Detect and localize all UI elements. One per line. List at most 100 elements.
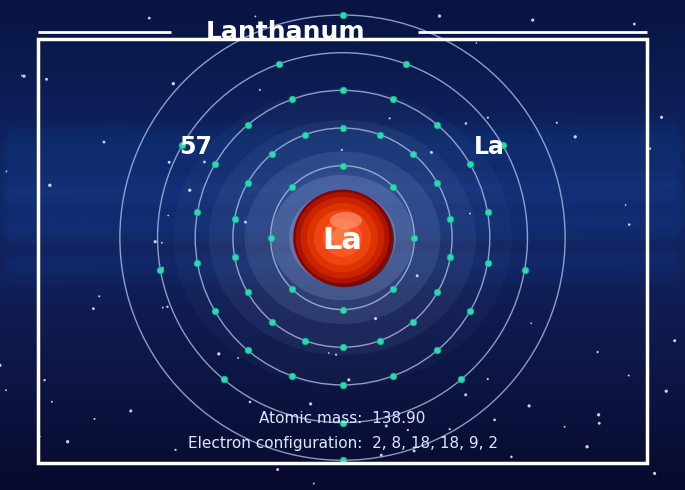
Bar — [0, 54, 685, 59]
Point — [286, 183, 297, 191]
Bar — [0, 348, 685, 353]
Point — [89, 415, 100, 423]
Point — [229, 253, 240, 261]
Bar — [0, 167, 685, 172]
Bar — [0, 152, 685, 157]
Point — [444, 425, 455, 433]
Point — [582, 443, 593, 451]
Bar — [0, 314, 685, 318]
FancyArrowPatch shape — [16, 174, 669, 179]
Point — [240, 218, 251, 226]
Point — [217, 375, 228, 383]
Bar — [0, 44, 685, 49]
Text: 57: 57 — [179, 135, 212, 159]
Point — [506, 453, 517, 461]
Ellipse shape — [293, 190, 392, 286]
Bar — [0, 250, 685, 255]
Bar — [0, 24, 685, 29]
Bar — [0, 201, 685, 206]
Point — [39, 376, 50, 384]
Point — [432, 289, 443, 296]
Bar — [0, 235, 685, 240]
Point — [254, 86, 265, 94]
Point — [242, 289, 253, 296]
Point — [381, 422, 392, 430]
FancyArrowPatch shape — [16, 163, 669, 168]
Bar — [0, 181, 685, 186]
Bar — [0, 372, 685, 377]
Bar — [38, 39, 647, 463]
Point — [272, 466, 283, 473]
Bar — [0, 0, 685, 5]
Point — [645, 145, 656, 152]
Text: La: La — [323, 225, 362, 255]
Point — [305, 400, 316, 408]
Bar — [0, 368, 685, 372]
Bar — [0, 122, 685, 127]
Point — [384, 115, 395, 122]
Bar — [0, 20, 685, 25]
Ellipse shape — [245, 151, 440, 324]
Point — [94, 293, 105, 300]
Point — [375, 131, 386, 139]
Bar — [0, 196, 685, 201]
Point — [162, 303, 173, 311]
Ellipse shape — [307, 206, 378, 269]
Bar — [0, 485, 685, 490]
Bar — [0, 191, 685, 196]
Point — [266, 150, 277, 158]
Bar — [0, 5, 685, 10]
Bar — [0, 333, 685, 338]
Point — [669, 337, 680, 344]
Point — [16, 72, 27, 79]
Point — [464, 160, 475, 168]
FancyArrowPatch shape — [16, 184, 669, 189]
FancyArrowPatch shape — [16, 199, 669, 203]
Point — [649, 469, 660, 477]
Point — [18, 72, 29, 80]
Bar — [0, 412, 685, 416]
Point — [400, 60, 411, 68]
Point — [337, 86, 348, 94]
Bar — [0, 172, 685, 176]
Point — [432, 346, 443, 354]
Bar — [0, 284, 685, 289]
Bar — [0, 470, 685, 475]
Bar — [0, 10, 685, 15]
Bar — [0, 466, 685, 470]
Bar — [0, 421, 685, 426]
FancyArrowPatch shape — [16, 227, 669, 232]
Bar — [0, 387, 685, 392]
Point — [150, 238, 161, 245]
Bar — [0, 59, 685, 64]
Bar — [0, 328, 685, 333]
Bar — [0, 397, 685, 402]
Bar — [0, 142, 685, 147]
Point — [192, 259, 203, 267]
Bar — [0, 78, 685, 83]
Point — [624, 220, 635, 228]
Point — [337, 271, 348, 279]
Point — [489, 416, 500, 424]
Point — [388, 96, 399, 103]
Ellipse shape — [289, 191, 396, 285]
Bar — [0, 83, 685, 88]
Point — [250, 13, 261, 21]
Point — [218, 375, 229, 383]
Ellipse shape — [301, 197, 384, 278]
Point — [656, 113, 667, 121]
Ellipse shape — [309, 210, 376, 265]
Bar — [0, 88, 685, 93]
Point — [323, 349, 334, 357]
Point — [242, 121, 253, 129]
Point — [242, 179, 253, 187]
Point — [559, 423, 570, 431]
Bar — [0, 127, 685, 132]
Bar — [0, 304, 685, 309]
Point — [337, 418, 348, 426]
Ellipse shape — [330, 212, 362, 229]
Bar — [0, 456, 685, 461]
FancyArrowPatch shape — [16, 191, 669, 195]
Point — [456, 375, 467, 383]
Point — [0, 362, 5, 369]
